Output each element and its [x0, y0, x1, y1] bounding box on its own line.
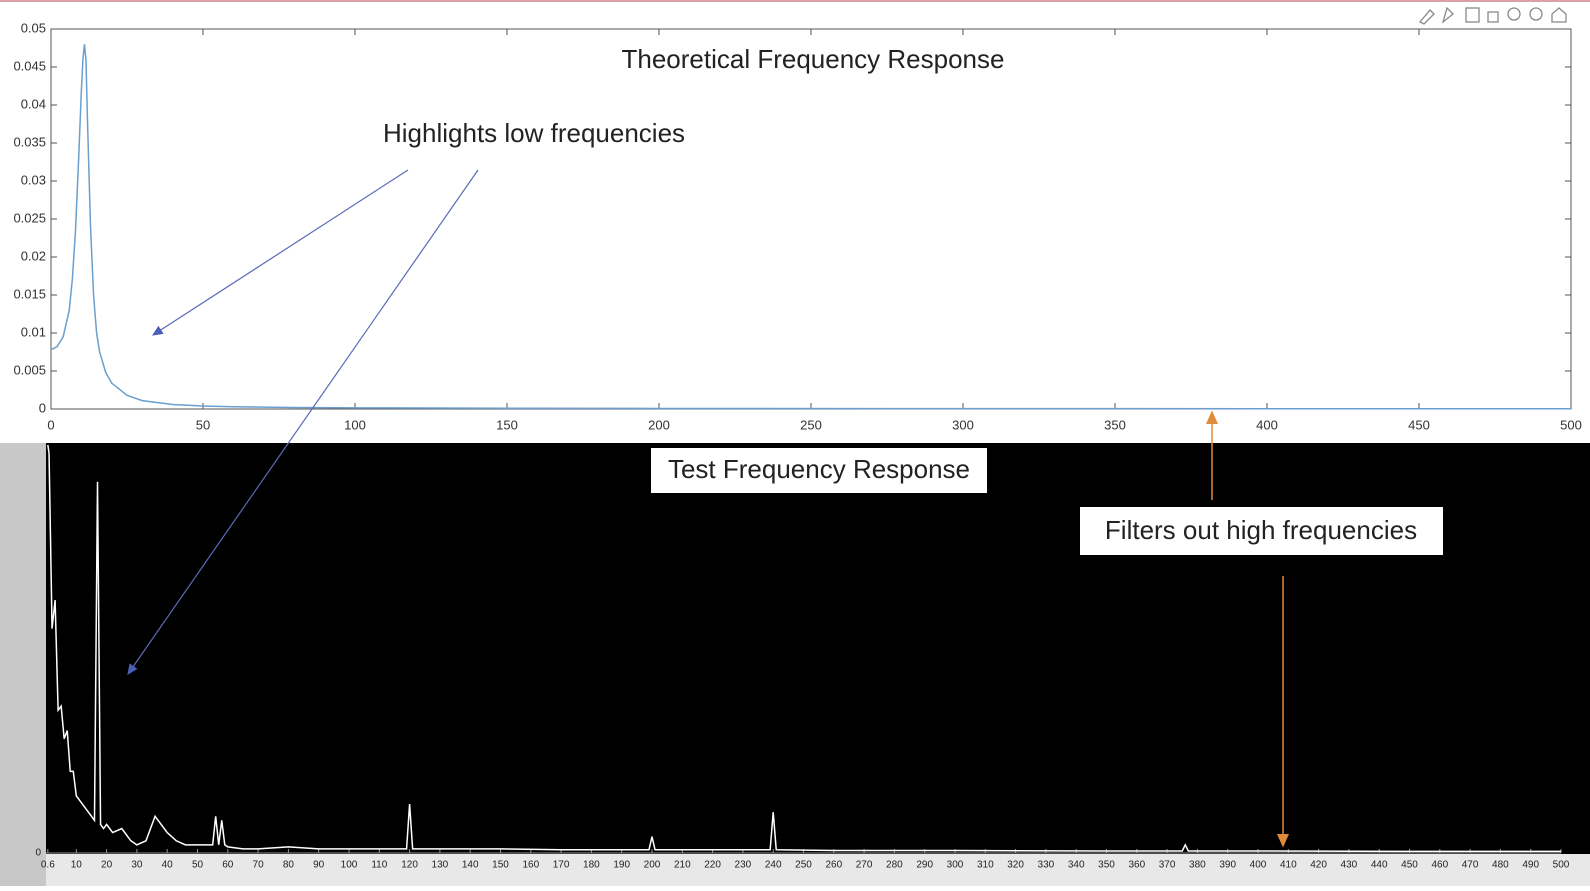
tool-icon[interactable]	[1529, 7, 1543, 21]
x-tick-label: 290	[916, 860, 933, 871]
y-tick-label: 0	[35, 848, 41, 859]
annotation: Filters out high frequencies	[1105, 515, 1417, 545]
x-tick-label: 280	[886, 860, 903, 871]
y-tick-label: 0.04	[21, 96, 46, 111]
x-tick-label: 240	[765, 860, 782, 871]
y-tick-label: 0.025	[13, 210, 46, 225]
x-tick-label: 200	[648, 417, 670, 432]
x-tick-label: 40	[162, 860, 174, 871]
x-tick-label: 480	[1492, 860, 1509, 871]
x-tick-label: 160	[522, 860, 539, 871]
x-tick-label: 350	[1104, 417, 1126, 432]
x-tick-label: 30	[131, 860, 143, 871]
toolbar	[1418, 6, 1567, 25]
x-tick-label: 250	[795, 860, 812, 871]
tool-icon[interactable]	[1465, 7, 1480, 23]
charts: 0 50 100 150 200 250 300 350 400 450 50000.0050.01…	[13, 20, 1581, 870]
x-tick-label: 70	[253, 860, 265, 871]
x-tick-label: 270	[856, 860, 873, 871]
x-tick-label: 100	[341, 860, 358, 871]
x-tick-label: 370	[1159, 860, 1176, 871]
x-tick-label: 430	[1341, 860, 1358, 871]
x-tick-label: 90	[313, 860, 325, 871]
x-tick-label: 120	[401, 860, 418, 871]
x-tick-label: 80	[283, 860, 295, 871]
y-tick-label: 0.03	[21, 172, 46, 187]
tool-icon[interactable]	[1418, 9, 1435, 25]
y-tick-label: 0.015	[13, 286, 46, 301]
x-tick-label: 440	[1371, 860, 1388, 871]
x-tick-label: 50	[192, 860, 204, 871]
x-tick-label: 450	[1401, 860, 1418, 871]
tool-icon[interactable]	[1551, 7, 1567, 23]
x-tick-label: 490	[1522, 860, 1539, 871]
x-tick-label: 20	[101, 860, 113, 871]
x-tick-label: 230	[735, 860, 752, 871]
tool-icon[interactable]	[1507, 7, 1521, 21]
side-strip	[0, 443, 46, 886]
x-tick-label: 170	[553, 860, 570, 871]
x-tick-label: 390	[1219, 860, 1236, 871]
y-tick-label: 0.05	[21, 20, 46, 35]
x-tick-label: 180	[583, 860, 600, 871]
x-tick-label: 300	[952, 417, 974, 432]
x-tick-label: 500	[1553, 860, 1570, 871]
x-tick-label: 500	[1560, 417, 1582, 432]
x-tick-label: 200	[644, 860, 661, 871]
y-tick-label: 0.035	[13, 134, 46, 149]
x-tick-label: 350	[1098, 860, 1115, 871]
x-tick-label: 310	[977, 860, 994, 871]
title-box	[651, 448, 987, 493]
x-tick-label: 220	[704, 860, 721, 871]
y-tick-label: 0.005	[13, 362, 46, 377]
top-figure	[0, 0, 1590, 443]
y-tick-label: 0.045	[13, 58, 46, 73]
x-tick-label: 110	[371, 860, 387, 871]
x-tick-label: 190	[613, 860, 630, 871]
x-tick-label: 140	[462, 860, 479, 871]
tool-icon[interactable]	[1441, 6, 1454, 24]
annotation: Highlights low frequencies	[383, 118, 685, 148]
x-tick-label: 340	[1068, 860, 1085, 871]
data-line	[47, 444, 1561, 853]
x-tick-label: 60	[222, 860, 234, 871]
arrow	[127, 169, 479, 675]
x-tick-label: 400	[1256, 417, 1278, 432]
x-tick-label: 410	[1280, 860, 1297, 871]
x-tick-label: 300	[947, 860, 964, 871]
y-tick-label: 0.02	[21, 248, 46, 263]
x-tick-label: 100	[344, 417, 366, 432]
bottom-plot-bg	[46, 443, 1590, 854]
tool-icon[interactable]	[1487, 11, 1499, 23]
arrow	[151, 169, 409, 336]
x-tick-label: 210	[674, 860, 691, 871]
data-line	[50, 44, 1572, 410]
x-tick-label: 0	[47, 417, 54, 432]
x-tick-label: 470	[1462, 860, 1479, 871]
x-tick-label: 450	[1408, 417, 1430, 432]
x-tick-label: 130	[432, 860, 449, 871]
x-tick-label: 320	[1007, 860, 1024, 871]
x-tick-label: 460	[1431, 860, 1448, 871]
x-tick-label: 260	[825, 860, 842, 871]
x-tick-label: 330	[1038, 860, 1055, 871]
x-tick-label: 0.6	[41, 860, 55, 871]
x-tick-label: 50	[196, 417, 210, 432]
x-tick-label: 420	[1310, 860, 1327, 871]
x-tick-label: 380	[1189, 860, 1206, 871]
x-tick-label: 360	[1128, 860, 1145, 871]
y-tick-label: 0.01	[21, 324, 46, 339]
x-tick-label: 10	[71, 860, 83, 871]
bottom-axis-bg	[46, 854, 1590, 886]
x-tick-label: 400	[1250, 860, 1267, 871]
y-tick-label: 0	[39, 400, 46, 415]
chart-title: Theoretical Frequency Response	[622, 44, 1005, 74]
x-tick-label: 150	[492, 860, 509, 871]
annotation-box	[1080, 507, 1443, 555]
x-tick-label: 150	[496, 417, 518, 432]
chart-title: Test Frequency Response	[668, 454, 970, 484]
x-tick-label: 250	[800, 417, 822, 432]
